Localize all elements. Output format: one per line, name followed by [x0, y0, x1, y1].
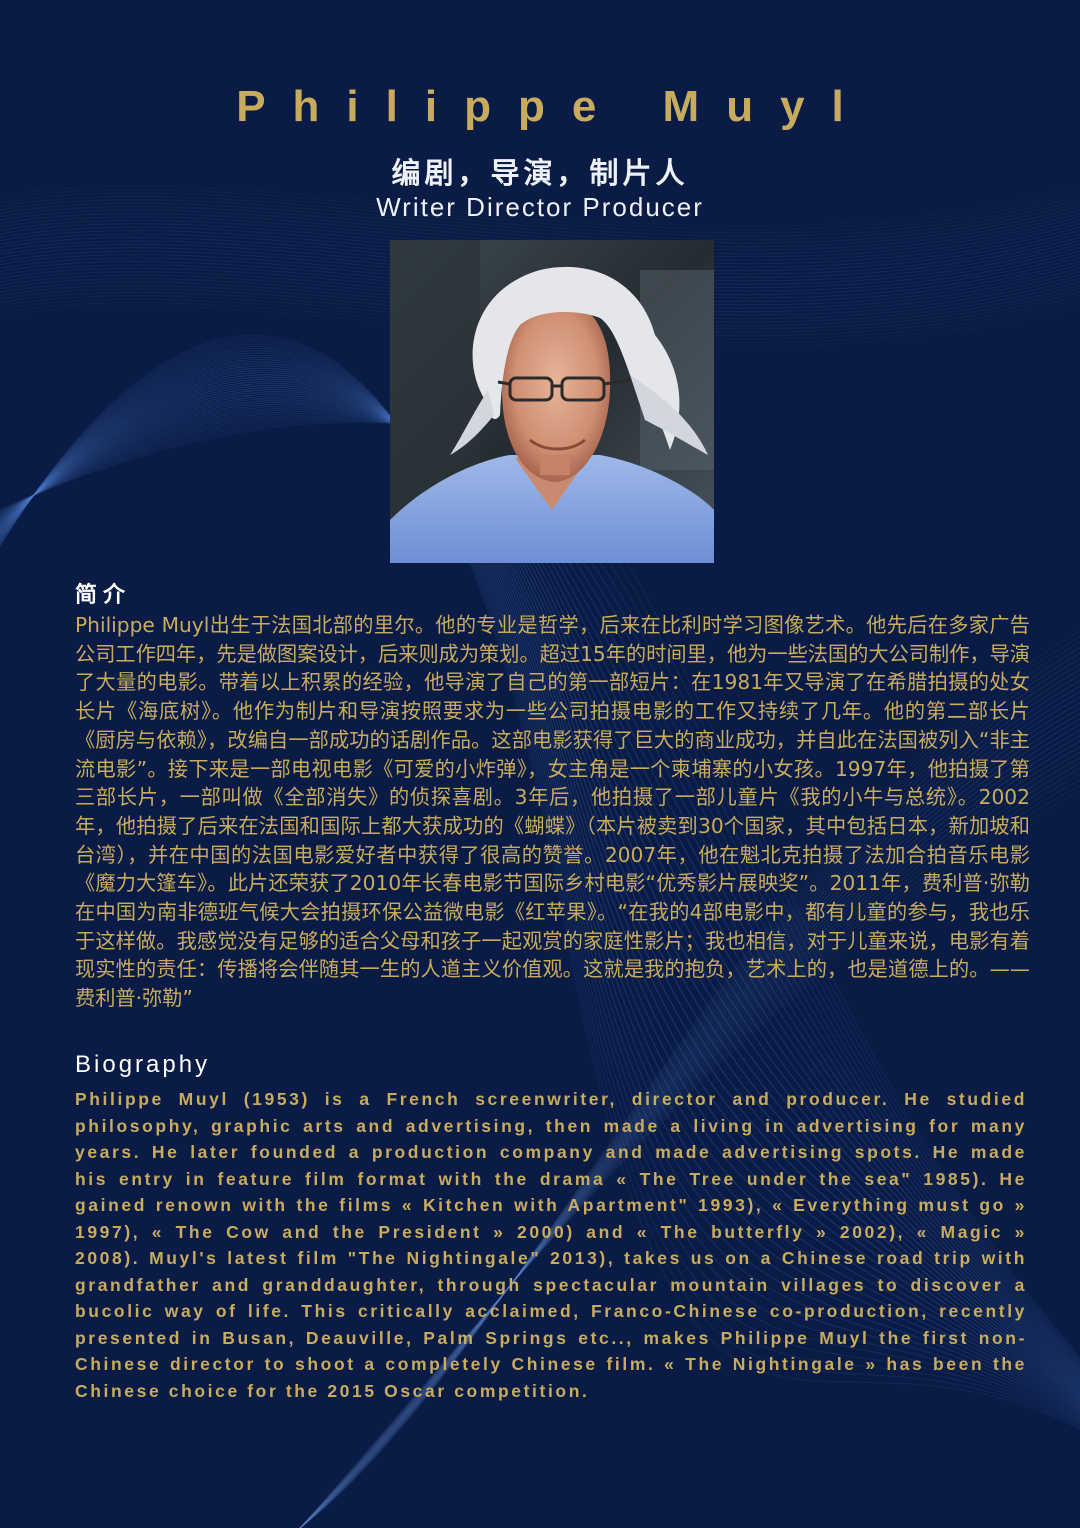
intro-text: Philippe Muyl出生于法国北部的里尔。他的专业是哲学，后来在比利时学习… — [75, 613, 1030, 1011]
role-english: Writer Director Producer — [376, 192, 704, 222]
role-chinese: 编剧，导演，制片人 — [391, 156, 689, 190]
intro-heading: 简介 — [75, 583, 132, 608]
person-name: Philippe Muyl — [236, 82, 871, 131]
biography-heading: Biography — [75, 1051, 211, 1078]
portrait-photo — [390, 240, 714, 563]
biography-text: Philippe Muyl (1953) is a French screenw… — [75, 1089, 1027, 1401]
